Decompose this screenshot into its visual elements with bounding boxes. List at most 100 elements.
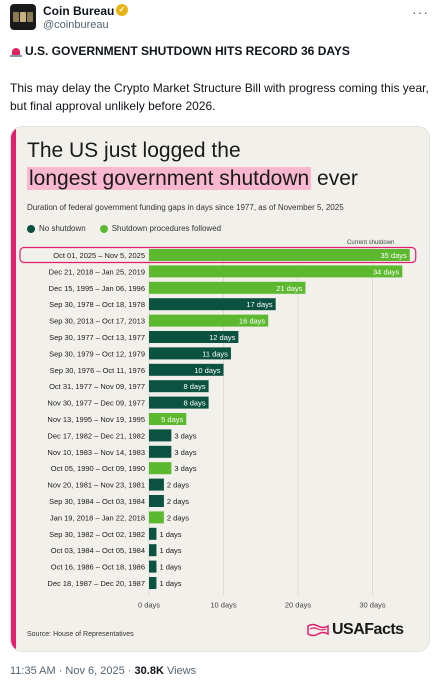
tweet-title-text: U.S. GOVERNMENT SHUTDOWN HITS RECORD 36 … <box>25 44 350 58</box>
category-label: Oct 03, 1984 – Oct 05, 1984 <box>51 546 145 555</box>
category-label: Sep 30, 1984 – Oct 03, 1984 <box>49 497 145 506</box>
value-label: 3 days <box>174 431 196 440</box>
category-label: Nov 13, 1995 – Nov 19, 1995 <box>47 415 145 424</box>
avatar[interactable] <box>10 4 36 30</box>
legend-procedures: Shutdown procedures followed <box>99 224 222 233</box>
bar <box>149 413 187 425</box>
legend-dot-green <box>99 224 108 233</box>
category-label: Nov 30, 1977 – Dec 09, 1977 <box>47 399 145 408</box>
category-label: Nov 10, 1983 – Nov 14, 1983 <box>47 448 145 457</box>
bar <box>149 380 209 393</box>
category-label: Oct 05, 1990 – Oct 09, 1990 <box>51 464 145 473</box>
views-count: 30.8K <box>134 665 164 677</box>
value-label: 10 days <box>194 366 221 375</box>
legend-dot-dark <box>27 224 35 233</box>
bar <box>149 544 157 557</box>
bar <box>149 478 164 491</box>
tweet-meta: 11:35 AM · Nov 6, 2025 · 30.8K Views <box>10 665 196 677</box>
usafacts-logo: USAFacts <box>307 621 404 639</box>
category-label: Dec 15, 1995 – Jan 06, 1996 <box>49 284 145 293</box>
bar <box>149 281 306 294</box>
accent-bar <box>11 127 16 651</box>
category-label: Sep 30, 1982 – Oct 02, 1982 <box>49 530 145 539</box>
category-label: Jan 19, 2018 – Jan 22, 2018 <box>50 513 145 522</box>
category-label: Oct 01, 2025 – Nov 5, 2025 <box>53 251 145 260</box>
value-label: 2 days <box>167 513 189 522</box>
x-tick-label: 20 days <box>285 600 312 609</box>
headline-tail: ever <box>311 167 358 190</box>
bar <box>149 265 403 278</box>
flag-logo-icon <box>307 623 329 637</box>
bar <box>149 314 269 327</box>
bar <box>149 527 157 540</box>
value-label: 2 days <box>167 497 189 506</box>
category-label: Dec 18, 1987 – Dec 20, 1987 <box>47 579 145 588</box>
category-label: Sep 30, 2013 – Oct 17, 2013 <box>49 317 145 326</box>
author-name[interactable]: Coin Bureau <box>43 4 115 18</box>
author-handle[interactable]: @coinbureau <box>43 19 109 31</box>
tweet-time[interactable]: 11:35 AM · Nov 6, 2025 · <box>10 665 135 677</box>
legend-no-label: No shutdown <box>39 224 86 233</box>
chart-headline-line1: The US just logged the <box>27 139 241 162</box>
category-label: Sep 30, 1976 – Oct 11, 1976 <box>50 366 145 375</box>
value-label: 1 days <box>159 530 181 539</box>
bar <box>149 347 231 360</box>
bar <box>149 577 157 589</box>
bar <box>149 495 164 507</box>
chart-headline-line2: longest government shutdown ever <box>27 167 358 191</box>
value-label: 11 days <box>202 349 228 358</box>
value-label: 8 days <box>183 382 205 391</box>
bar <box>149 429 172 442</box>
brand-text: USAFacts <box>332 621 404 638</box>
bar <box>149 396 209 409</box>
value-label: 35 days <box>380 251 407 260</box>
value-label: 3 days <box>174 448 196 457</box>
bar <box>149 363 224 376</box>
chart-source: Source: House of Representatives <box>27 631 134 638</box>
bar <box>149 560 157 573</box>
x-tick-label: 30 days <box>359 600 386 609</box>
value-label: 2 days <box>167 481 189 490</box>
value-label: 5 days <box>161 415 183 424</box>
value-label: 1 days <box>159 563 181 572</box>
value-label: 16 days <box>239 317 266 326</box>
legend-no-shutdown: No shutdown <box>27 224 86 233</box>
category-label: Sep 30, 1979 – Oct 12, 1979 <box>49 349 145 358</box>
views-label: Views <box>163 665 197 677</box>
value-label: 17 days <box>246 300 273 309</box>
value-label: 12 days <box>209 333 236 342</box>
bar <box>149 511 164 524</box>
value-label: 8 days <box>183 399 205 408</box>
value-label: 21 days <box>276 284 303 293</box>
legend-yes-label: Shutdown procedures followed <box>111 224 222 233</box>
bar <box>149 331 239 343</box>
category-label: Dec 17, 1982 – Dec 21, 1982 <box>47 431 145 440</box>
category-label: Oct 31, 1977 – Nov 09, 1977 <box>49 382 145 391</box>
x-tick-label: 0 days <box>138 600 160 609</box>
bar <box>149 462 172 475</box>
category-label: Nov 20, 1981 – Nov 23, 1981 <box>47 481 145 490</box>
headline-highlight: longest government shutdown <box>27 167 312 190</box>
x-tick-label: 10 days <box>210 600 237 609</box>
chart-subtitle: Duration of federal government funding g… <box>27 203 344 212</box>
value-label: 1 days <box>159 546 181 555</box>
category-label: Dec 21, 2018 – Jan 25, 2019 <box>49 267 145 276</box>
chart-legend: No shutdown Shutdown procedures followed <box>27 224 235 233</box>
tweet-body: This may delay the Crypto Market Structu… <box>10 81 429 113</box>
bar <box>149 298 276 311</box>
category-label: Sep 30, 1978 – Oct 18, 1978 <box>49 300 145 309</box>
bar <box>149 249 410 261</box>
more-options-icon[interactable]: ··· <box>412 4 429 20</box>
current-shutdown-label: Current shutdown <box>347 240 395 246</box>
value-label: 1 days <box>159 579 181 588</box>
value-label: 3 days <box>174 464 196 473</box>
category-label: Oct 16, 1986 – Oct 18, 1986 <box>51 563 145 572</box>
bar <box>149 445 172 458</box>
value-label: 34 days <box>373 267 400 276</box>
category-label: Sep 30, 1977 – Oct 13, 1977 <box>49 333 145 342</box>
bar-chart: 0 days 10 days 20 days 30 days Oct 01, 2025 … <box>19 246 417 609</box>
verified-badge-icon: ✓ <box>116 4 128 16</box>
siren-icon <box>10 46 22 57</box>
tweet-title: U.S. GOVERNMENT SHUTDOWN HITS RECORD 36 … <box>10 44 350 58</box>
chart-card[interactable]: The US just logged the longest governmen… <box>10 126 430 652</box>
